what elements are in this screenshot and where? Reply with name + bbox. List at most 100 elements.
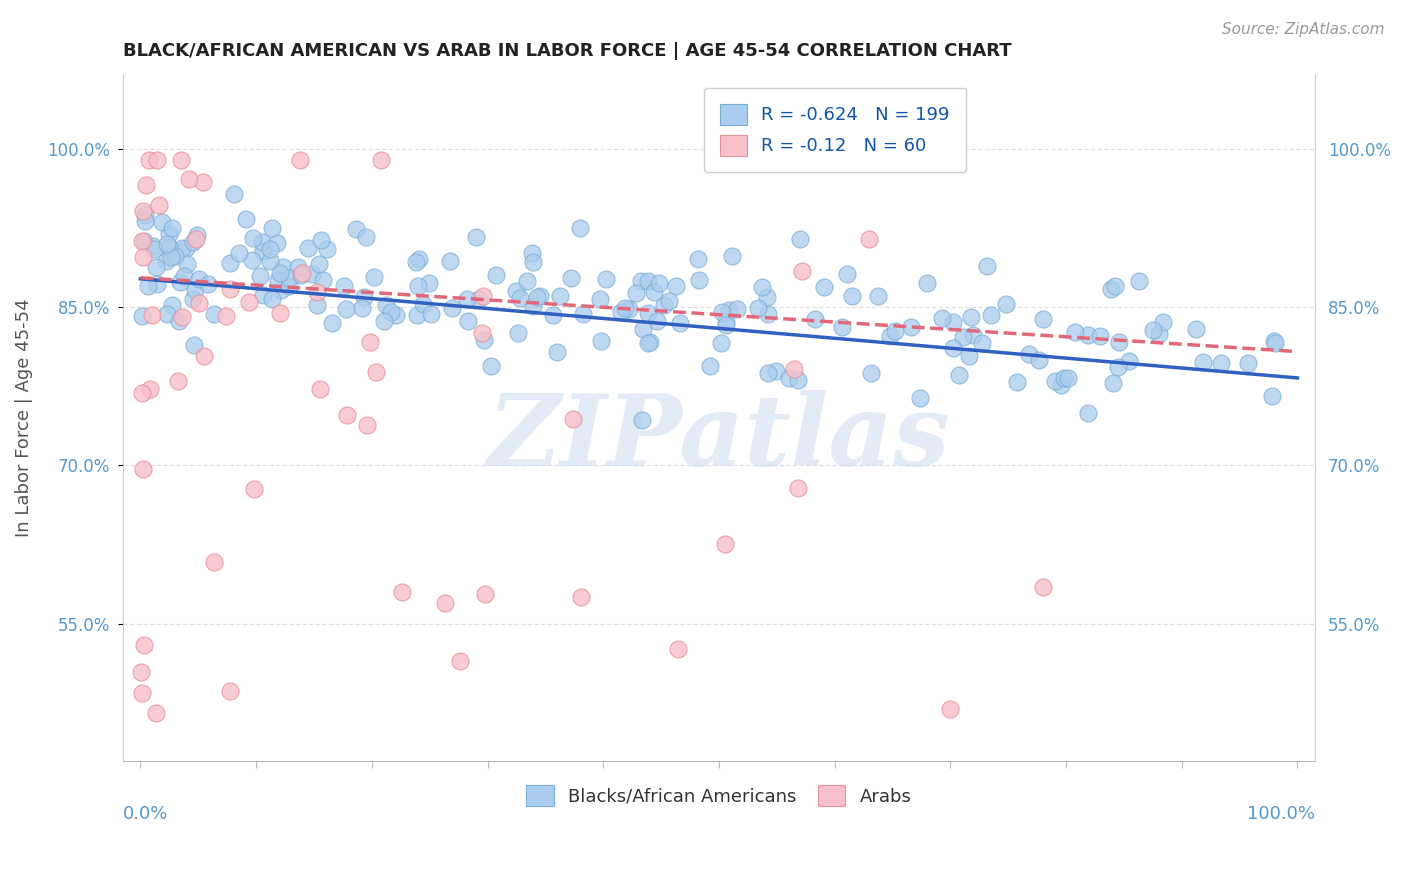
Point xyxy=(132,204,155,219)
Point xyxy=(167,314,190,328)
Point xyxy=(219,282,242,296)
Point xyxy=(173,268,195,283)
Point xyxy=(134,214,156,228)
Point xyxy=(131,686,153,700)
Point xyxy=(915,276,938,290)
Text: Source: ZipAtlas.com: Source: ZipAtlas.com xyxy=(1222,22,1385,37)
Point xyxy=(134,208,156,222)
Point xyxy=(624,285,647,300)
Point xyxy=(359,334,381,349)
Point xyxy=(259,243,281,257)
Point xyxy=(142,239,165,253)
Point xyxy=(755,290,778,304)
Point xyxy=(756,366,779,380)
Text: 0.0%: 0.0% xyxy=(124,805,169,823)
Point xyxy=(910,391,932,405)
Point xyxy=(522,299,544,313)
Point xyxy=(228,245,250,260)
Point xyxy=(191,176,214,190)
Point xyxy=(187,271,209,285)
Point xyxy=(155,253,177,268)
Point xyxy=(751,280,773,294)
Point xyxy=(633,322,655,336)
Point xyxy=(479,359,502,374)
Point xyxy=(252,288,274,302)
Point xyxy=(172,310,194,324)
Point xyxy=(170,153,193,167)
Point xyxy=(1147,326,1170,341)
Point xyxy=(250,235,273,250)
Point xyxy=(148,198,170,212)
Point xyxy=(976,259,998,273)
Point xyxy=(269,306,291,320)
Point xyxy=(1108,334,1130,349)
Point xyxy=(747,301,769,315)
Point xyxy=(166,374,188,388)
Point xyxy=(1077,328,1099,343)
Point xyxy=(1236,356,1258,370)
Point xyxy=(648,276,671,290)
Point xyxy=(1152,315,1174,329)
Point xyxy=(643,285,665,299)
Point xyxy=(266,235,288,250)
Point xyxy=(541,309,564,323)
Point xyxy=(169,276,191,290)
Point xyxy=(309,382,332,396)
Point xyxy=(619,301,641,316)
Point xyxy=(138,153,160,167)
Point xyxy=(134,638,156,652)
Point xyxy=(1049,378,1071,392)
Point xyxy=(291,266,314,280)
Point xyxy=(184,283,207,297)
Point xyxy=(474,333,496,347)
Point xyxy=(363,269,385,284)
Point xyxy=(804,311,827,326)
Point xyxy=(160,298,183,312)
Point xyxy=(184,232,207,246)
Point xyxy=(273,260,295,274)
Point xyxy=(146,277,169,291)
Point xyxy=(385,308,408,322)
Point xyxy=(569,221,592,235)
Point xyxy=(202,307,225,321)
Point xyxy=(783,362,806,376)
Point xyxy=(652,297,675,311)
Point xyxy=(134,234,156,248)
Point xyxy=(440,301,463,315)
Point xyxy=(159,227,181,242)
Point xyxy=(364,365,387,379)
Point xyxy=(631,412,654,426)
Point xyxy=(465,230,488,244)
Point xyxy=(931,310,953,325)
Point xyxy=(613,301,636,315)
Point xyxy=(561,412,583,426)
Point xyxy=(595,272,617,286)
Point xyxy=(1191,354,1213,368)
Point xyxy=(312,273,335,287)
Point xyxy=(287,260,309,274)
Point xyxy=(1142,323,1164,337)
Point xyxy=(1057,371,1080,385)
Point xyxy=(789,232,811,246)
Point xyxy=(181,235,204,250)
Point xyxy=(305,298,328,312)
Point xyxy=(1118,354,1140,368)
Point xyxy=(572,308,595,322)
Point xyxy=(1077,406,1099,420)
Point xyxy=(186,228,208,243)
Point xyxy=(1107,360,1129,375)
Point xyxy=(412,297,434,311)
Point xyxy=(711,304,734,318)
Point xyxy=(630,274,652,288)
Point xyxy=(181,292,204,306)
Point xyxy=(1043,374,1066,388)
Point xyxy=(136,279,159,293)
Point xyxy=(380,305,402,319)
Point xyxy=(665,279,688,293)
Point xyxy=(786,481,808,495)
Point xyxy=(155,306,177,320)
Point xyxy=(252,244,274,258)
Point xyxy=(1211,356,1233,370)
Point xyxy=(308,257,330,271)
Point xyxy=(471,289,494,303)
